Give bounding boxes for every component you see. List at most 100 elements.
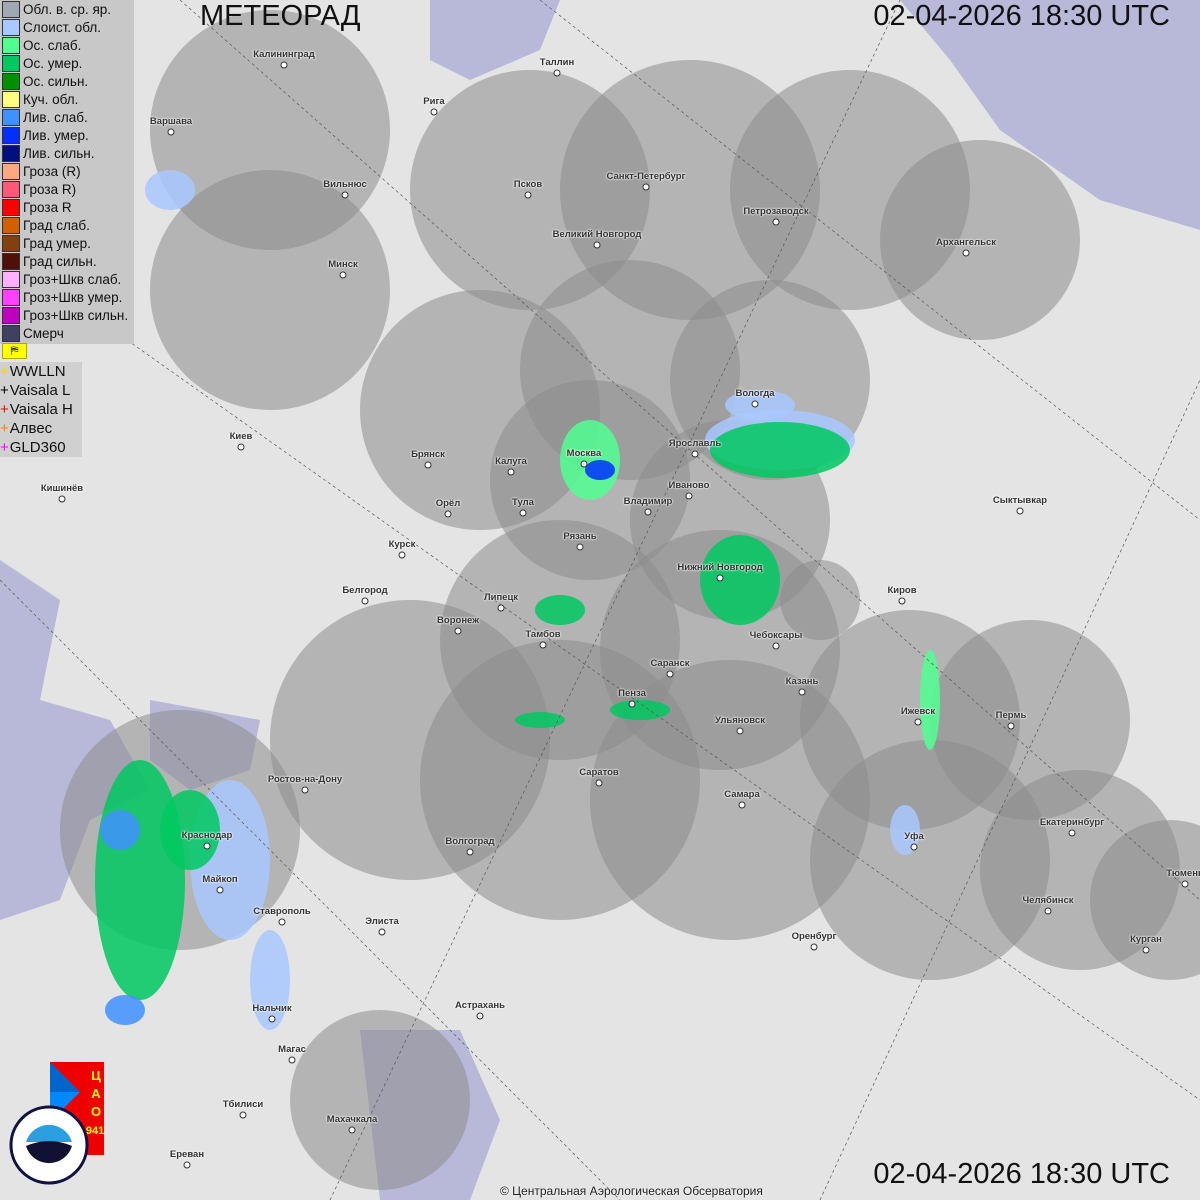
timestamp-top: 02-04-2026 18:30 UTC xyxy=(873,0,1170,32)
lightning-source-label: Алвес xyxy=(9,420,53,437)
city-label: Кишинёв xyxy=(40,483,84,494)
city-label: Варшава xyxy=(149,116,193,127)
legend-item: Обл. в. ср. яр. xyxy=(2,0,134,18)
legend-item: Лив. слаб. xyxy=(2,108,134,126)
radar-coverage-circle xyxy=(290,1010,470,1190)
legend-item: Гроза (R) xyxy=(2,162,134,180)
city-label: Чебоксары xyxy=(749,630,803,641)
city-marker xyxy=(239,1111,247,1119)
legend-item: Ос. слаб. xyxy=(2,36,134,54)
city-marker xyxy=(595,779,603,787)
city-marker xyxy=(738,801,746,809)
radar-echo xyxy=(725,390,795,420)
city-label: Киров xyxy=(887,585,917,596)
legend-swatch xyxy=(2,90,20,108)
city-marker xyxy=(288,1056,296,1064)
lightning-source-item[interactable]: + Алвес xyxy=(0,419,82,438)
city-label: Калуга xyxy=(495,456,527,467)
lightning-source-item[interactable]: + WWLLN xyxy=(0,362,82,381)
city-label: Самара xyxy=(724,789,760,800)
legend-item: Лив. умер. xyxy=(2,126,134,144)
city-marker xyxy=(751,400,759,408)
legend-swatch xyxy=(2,324,20,342)
legend-swatch xyxy=(2,108,20,126)
city-marker xyxy=(476,1012,484,1020)
city-marker xyxy=(268,1015,276,1023)
city-marker xyxy=(910,843,918,851)
city-marker xyxy=(280,61,288,69)
city-marker xyxy=(398,551,406,559)
legend-item: Град умер. xyxy=(2,234,134,252)
city-marker xyxy=(466,848,474,856)
lightning-cross-icon: + xyxy=(0,382,9,399)
city-label: Уфа xyxy=(904,831,924,842)
lightning-source-label: GLD360 xyxy=(9,439,66,456)
legend-item: Гроза R xyxy=(2,198,134,216)
city-marker xyxy=(424,461,432,469)
copyright: © Центральная Аэрологическая Обсерватори… xyxy=(500,1184,763,1198)
city-label: Петрозаводск xyxy=(743,206,809,217)
lightning-source-item[interactable]: + Vaisala L xyxy=(0,381,82,400)
radar-coverage-circle xyxy=(1090,820,1200,980)
lightning-source-item[interactable]: + Vaisala H xyxy=(0,400,82,419)
city-label: Нижний Новгород xyxy=(677,562,763,573)
radar-coverage-circle xyxy=(810,740,1050,980)
city-marker xyxy=(593,241,601,249)
legend-label: Град слаб. xyxy=(23,217,90,233)
city-marker xyxy=(553,69,561,77)
city-label: Ростов-на-Дону xyxy=(267,774,343,785)
legend-swatch xyxy=(2,288,20,306)
legend-label: Гроза R xyxy=(23,199,72,215)
flag-icon[interactable]: ⛿ xyxy=(2,343,27,359)
legend-swatch xyxy=(2,270,20,288)
legend-swatch xyxy=(2,252,20,270)
radar-echo xyxy=(100,810,140,850)
city-label: Тюмень xyxy=(1166,868,1200,879)
legend-swatch xyxy=(2,18,20,36)
legend-label: Куч. обл. xyxy=(23,91,79,107)
city-marker xyxy=(339,271,347,279)
city-label: Брянск xyxy=(411,449,445,460)
city-marker xyxy=(341,191,349,199)
city-label: Казань xyxy=(785,676,819,687)
radar-coverage-circle xyxy=(780,560,860,640)
city-label: Тбилиси xyxy=(222,1099,264,1110)
city-label: Тула xyxy=(512,497,534,508)
radar-echo xyxy=(535,595,585,625)
radar-echoes xyxy=(95,170,940,1030)
legend-label: Слоист. обл. xyxy=(23,19,102,35)
city-label: Ереван xyxy=(169,1149,205,1160)
lightning-legend: + WWLLN + Vaisala L + Vaisala H + Алвес + GLD360 xyxy=(0,362,82,457)
lightning-cross-icon: + xyxy=(0,401,9,418)
legend-item: Гроз+Шкв сильн. xyxy=(2,306,134,324)
city-label: Элиста xyxy=(365,916,399,927)
legend-item: Ос. умер. xyxy=(2,54,134,72)
radar-echo xyxy=(890,805,920,855)
lightning-cross-icon: + xyxy=(0,363,9,380)
city-marker xyxy=(430,108,438,116)
legend-swatch xyxy=(2,180,20,198)
lightning-source-label: WWLLN xyxy=(9,363,66,380)
legend-label: Гроз+Шкв сильн. xyxy=(23,307,129,323)
city-label: Рига xyxy=(423,96,445,107)
legend-swatch xyxy=(2,306,20,324)
city-marker xyxy=(691,450,699,458)
lightning-source-item[interactable]: + GLD360 xyxy=(0,438,82,457)
radar-echo xyxy=(515,712,565,728)
city-marker xyxy=(301,786,309,794)
city-marker xyxy=(1044,907,1052,915)
legend-label: Обл. в. ср. яр. xyxy=(23,1,112,17)
city-label: Калининград xyxy=(253,49,315,60)
city-marker xyxy=(454,627,462,635)
radar-echo xyxy=(560,420,620,500)
city-marker xyxy=(772,642,780,650)
legend-swatch xyxy=(2,162,20,180)
svg-text:Ц: Ц xyxy=(91,1068,101,1083)
legend-item: Гроз+Шкв умер. xyxy=(2,288,134,306)
lightning-cross-icon: + xyxy=(0,420,9,437)
city-label: Ульяновск xyxy=(715,715,765,726)
legend-item: Лив. сильн. xyxy=(2,144,134,162)
radar-echo xyxy=(250,930,290,1030)
city-label: Липецк xyxy=(483,592,519,603)
